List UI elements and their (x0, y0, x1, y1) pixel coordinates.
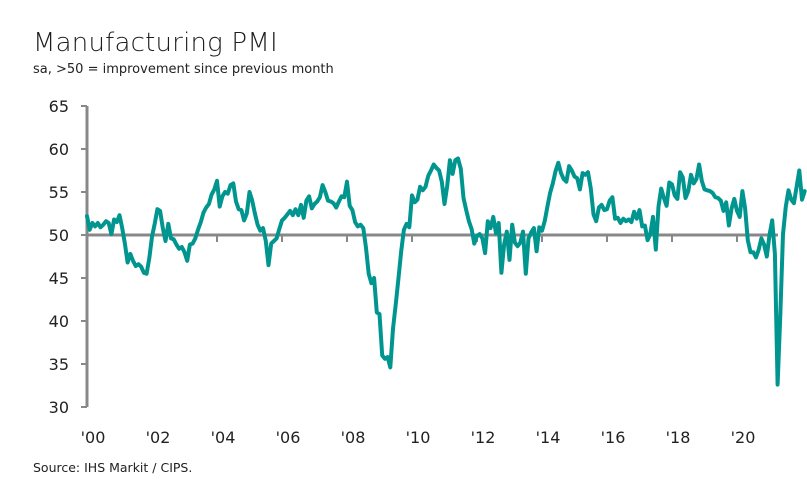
y-tick-label: 30 (49, 398, 69, 417)
x-tick-label: '12 (471, 428, 496, 447)
x-tick-label: '08 (341, 428, 366, 447)
x-tick-label: '00 (81, 428, 106, 447)
x-tick-label: '14 (536, 428, 561, 447)
y-tick-label: 65 (49, 97, 69, 116)
y-tick-label: 60 (49, 140, 69, 159)
x-tick-label: '16 (601, 428, 626, 447)
y-tick-label: 55 (49, 183, 69, 202)
y-tick-label: 35 (49, 355, 69, 374)
x-tick-label: '10 (406, 428, 431, 447)
x-axis: '00 '02 '04 '06 '08 '10 '12 '14 '16 '18 '20 (81, 233, 778, 447)
chart-title: Manufacturing PMI (33, 28, 278, 58)
y-tick-label: 45 (49, 269, 69, 288)
x-tick-label: '06 (276, 428, 301, 447)
x-tick-label: '18 (666, 428, 691, 447)
x-tick-label: '02 (146, 428, 171, 447)
y-tick-label: 50 (49, 226, 69, 245)
y-axis: 30 35 40 45 50 55 60 65 (49, 97, 89, 417)
x-tick-label: '20 (731, 428, 756, 447)
chart-subtitle: sa, >50 = improvement since previous mon… (33, 62, 334, 77)
series-group (85, 156, 807, 387)
pmi-series-line (85, 156, 807, 387)
source-note: Source: IHS Markit / CIPS. (33, 460, 193, 475)
y-tick-label: 40 (49, 312, 69, 331)
x-tick-label: '04 (211, 428, 236, 447)
